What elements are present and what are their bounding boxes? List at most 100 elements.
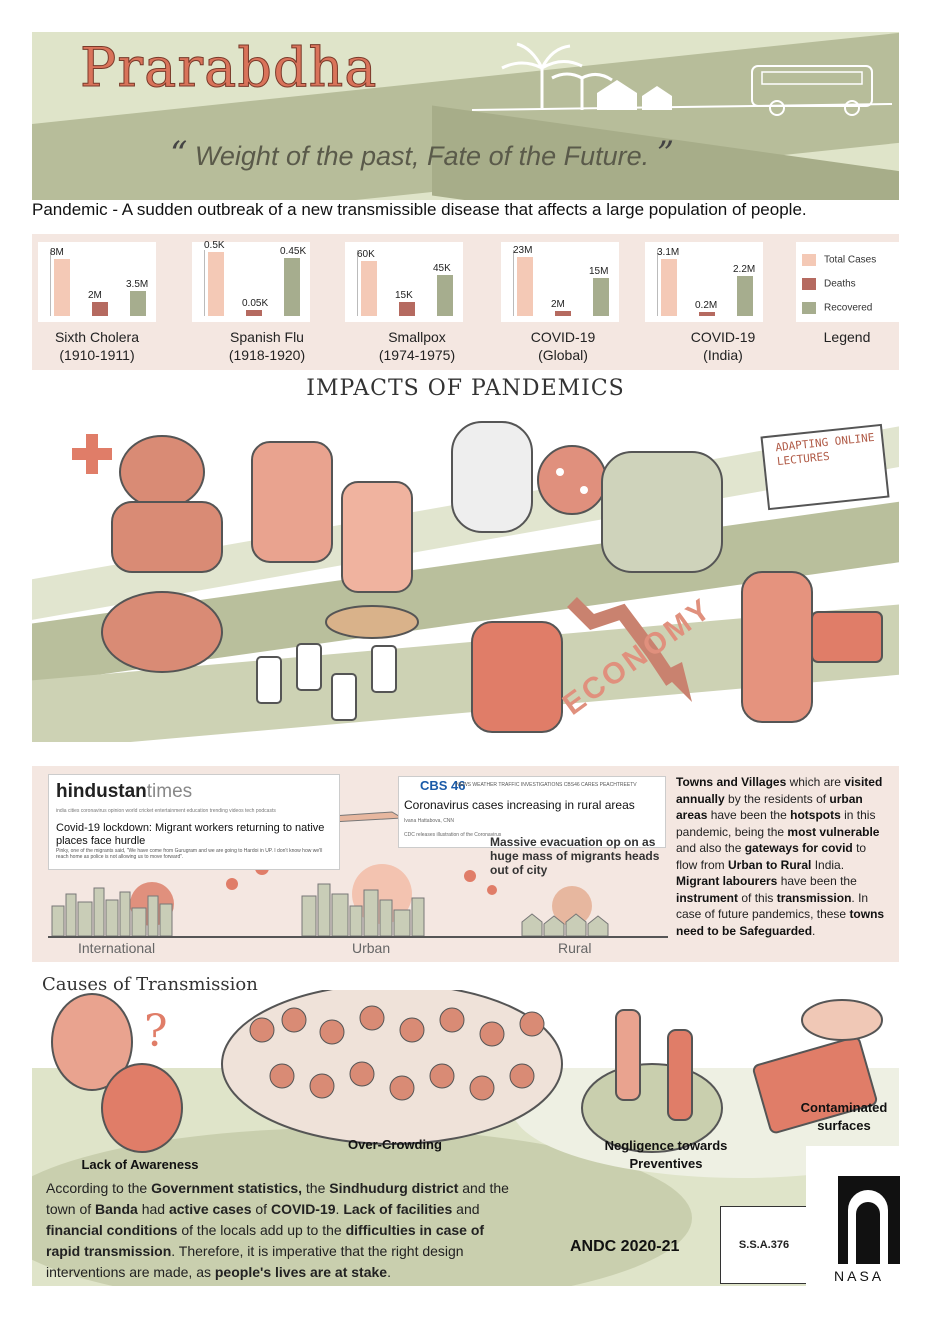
bar-recovered [737,275,753,316]
causes-title: Causes of Transmission [42,974,258,995]
legend-swatch-recovered [802,302,816,314]
bar-deaths [399,302,415,316]
final-part: . [335,1201,344,1217]
cbs46-caption: CDC releases illustration of the Coronav… [404,832,502,838]
ground-line [48,936,668,938]
covid-virus-icon [537,445,607,515]
skyline-sketches [51,811,609,937]
final-part: had [137,1201,169,1217]
mini-chart: 60K 15K 45K [345,242,463,322]
ht-nav-bar: india cities coronavirus opinion world c… [56,808,276,814]
pandemic-name: COVID-19 [690,329,756,345]
bar-value-label: 0.05K [242,297,269,309]
final-part: and [452,1201,480,1217]
bar-deaths [246,309,262,316]
mini-chart: 3.1M 0.2M 2.2M [645,242,763,322]
impacts-sketches [72,421,883,733]
causes-sketches: ? [51,990,883,1153]
legend-swatch-deaths [802,278,816,290]
bar-recovered [593,277,609,316]
towns-text-part: by the residents of [724,791,830,806]
village-bus-sketch [472,42,892,116]
bar-recovered [284,258,300,316]
bar-deaths [92,301,108,316]
final-part: and the town of [46,1180,509,1217]
legend-recovered: Recovered [802,302,872,314]
ssa-code-box: S.S.A.376 [720,1206,808,1284]
impacts-illustration [32,412,899,742]
towns-text-part: instrument [676,890,739,905]
pandemic-name: Sixth Cholera [54,329,140,345]
nasa-logo-arch-inner [856,1202,880,1264]
chart-axis [513,250,514,316]
evacuation-headline: Massive evacuation op on as huge mass of… [490,835,660,877]
towns-text-part: have been the [777,874,857,888]
bar-value-label: 2.2M [733,263,756,275]
legend-total: Total Cases [802,254,876,266]
pandemic-name: Spanish Flu [230,329,304,345]
towns-text-part: and also the [676,841,745,855]
bar-recovered [437,274,453,316]
chart-caption: Smallpox (1974-1975) [352,328,482,364]
ht-subtext: Pinky, one of the migrants said, "We hav… [56,848,323,860]
cbs46-clipping [398,776,666,848]
quote-close: ” [656,134,675,174]
pandemic-years: (1918-1920) [228,347,306,363]
cbs46-byline: Ivana Hattabova, CNN [404,818,455,824]
towns-text-part: . In case of future pandemics, these [676,890,869,922]
conclusion-text: According to the Government statistics, … [46,1178,516,1283]
bar-value-label: 2M [88,289,102,301]
pandemic-stats-panel: 8M 2M 3.5M Sixth Cholera (1910-1911) 0.5K 0.05… [32,234,900,370]
bar-value-label: 8M [50,247,64,259]
legend-caption: Legend [823,329,871,345]
towns-text-part: in this pandemic, being the [676,808,876,839]
towns-text-part: transmission [776,890,852,905]
final-part: . [387,1264,391,1280]
legend-recovered-label: Recovered [824,302,873,314]
mini-chart: 8M 2M 3.5M [38,242,156,322]
cause-negligence: Negligence towards Preventives [604,1138,728,1171]
bar-value-label: 15K [395,290,413,302]
header-banner [32,32,899,200]
final-part: . Therefore, it is imperative that the r… [46,1243,464,1280]
chart-axis [204,250,205,316]
towns-text-part: of this [738,890,777,905]
towns-text-part: urban areas [676,791,863,823]
chart-axis [50,250,51,316]
towns-text-part: Urban to Rural [728,857,812,872]
bar-total [661,259,677,316]
final-part: Government statistics, [151,1180,302,1196]
bar-value-label: 2M [551,298,565,310]
towns-text-part: visited annually [676,775,883,806]
pandemic-definition: Pandemic - A sudden outbreak of a new tr… [32,200,807,219]
final-part: Banda [95,1201,138,1217]
nasa-logo-text: NASA [834,1268,885,1284]
towns-text-part: gateways for covid [744,841,853,855]
bar-value-label: 45K [433,262,451,274]
bar-value-label: 23M [513,245,533,257]
bar-deaths [699,312,715,316]
final-part: Sindhudurg district [329,1180,459,1196]
bar-total [517,257,533,316]
cbs46-logo: CBS 46 [420,778,466,793]
final-part: of the locals add up to the [177,1222,346,1238]
towns-text-part: towns need to be Safeguarded [676,907,885,938]
hindustan-times-clipping [48,774,340,870]
towns-text-part: India. [811,857,845,872]
chart-caption: Spanish Flu (1918-1920) [202,328,332,364]
towns-villages-text: Towns and Villages which are visited ann… [676,774,888,939]
bar-total [208,252,224,316]
bar-value-label: 3.1M [657,247,680,259]
legend-box: Total Cases Deaths Recovered [796,242,900,322]
legend-swatch-total [802,254,816,266]
impacts-title: IMPACTS OF PANDEMICS [306,376,625,401]
bar-deaths [555,310,571,316]
final-part: the [302,1180,330,1196]
towns-text-part: Towns and Villages [676,775,787,789]
chart-caption: Sixth Cholera (1910-1911) [32,328,162,364]
hindustan-times-logo: hindustantimes [56,781,192,803]
ht-logo-sub: times [146,781,193,802]
towns-text-part: which are [786,775,845,789]
pandemic-years: (1974-1975) [378,347,456,363]
chart-axis [357,250,358,316]
